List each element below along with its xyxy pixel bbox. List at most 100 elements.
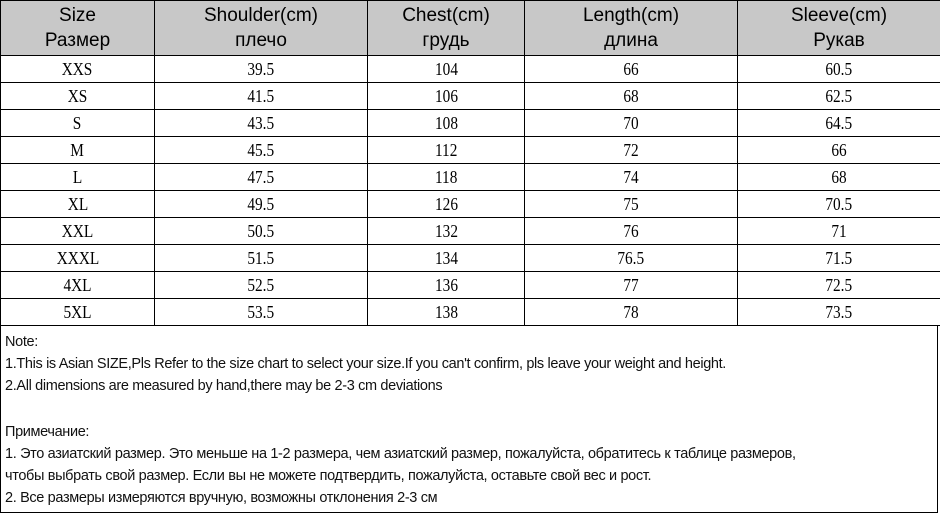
table-row: 4XL 52.5 136 77 72.5 xyxy=(0,271,940,299)
cell-value: 70.5 xyxy=(825,194,853,214)
cell-value: 136 xyxy=(434,275,458,295)
header-ru: Рукав xyxy=(813,30,865,51)
table-cell: 68 xyxy=(737,163,940,191)
cell-value: 5XL xyxy=(63,302,92,322)
table-row: S 43.5 108 70 64.5 xyxy=(0,109,940,137)
cell-value: 118 xyxy=(434,167,458,187)
table-cell: 70.5 xyxy=(737,190,940,218)
table-cell: XXXL xyxy=(0,244,155,272)
table-cell: S xyxy=(0,109,155,137)
table-row: XL 49.5 126 75 70.5 xyxy=(0,190,940,218)
table-cell: L xyxy=(0,163,155,191)
cell-value: 53.5 xyxy=(247,302,275,322)
cell-value: 76 xyxy=(623,221,639,241)
cell-value: 75 xyxy=(623,194,639,214)
column-header: Sleeve(cm) Рукав xyxy=(737,0,940,56)
cell-value: 51.5 xyxy=(247,248,275,268)
table-cell: 68 xyxy=(524,82,738,110)
cell-value: 39.5 xyxy=(247,59,275,79)
header-en: Chest(cm) xyxy=(402,5,490,26)
cell-value: 60.5 xyxy=(825,59,853,79)
cell-value: XXL xyxy=(61,221,94,241)
cell-value: 43.5 xyxy=(247,113,275,133)
header-ru: плечо xyxy=(235,30,287,51)
header-ru: длина xyxy=(604,30,658,51)
cell-value: 52.5 xyxy=(247,275,275,295)
cell-value: XXS xyxy=(62,59,93,79)
cell-value: 73.5 xyxy=(825,302,853,322)
cell-value: 112 xyxy=(434,140,458,160)
table-cell: 64.5 xyxy=(737,109,940,137)
cell-value: 132 xyxy=(434,221,458,241)
cell-value: 49.5 xyxy=(247,194,275,214)
table-cell: 104 xyxy=(367,55,525,83)
table-cell: 53.5 xyxy=(154,298,368,326)
column-header: Length(cm) длина xyxy=(524,0,738,56)
cell-value: 66 xyxy=(623,59,639,79)
cell-value: 126 xyxy=(434,194,458,214)
table-cell: 41.5 xyxy=(154,82,368,110)
cell-value: S xyxy=(73,113,82,133)
cell-value: XS xyxy=(67,86,88,106)
cell-value: 72.5 xyxy=(825,275,853,295)
table-cell: 72 xyxy=(524,136,738,164)
note-title-en: Note: xyxy=(5,334,38,350)
header-ru: Размер xyxy=(44,30,111,51)
cell-value: 45.5 xyxy=(247,140,275,160)
table-cell: 108 xyxy=(367,109,525,137)
table-cell: 43.5 xyxy=(154,109,368,137)
size-chart-table: Size Размер Shoulder(cm) плечо Chest(cm) груд… xyxy=(0,0,940,326)
table-cell: 47.5 xyxy=(154,163,368,191)
cell-value: XL xyxy=(67,194,88,214)
cell-value: 64.5 xyxy=(825,113,853,133)
note-en-2: 2.All dimensions are measured by hand,th… xyxy=(5,378,443,394)
table-row: XXXL 51.5 134 76.5 71.5 xyxy=(0,244,940,272)
table-cell: 50.5 xyxy=(154,217,368,245)
table-cell: 62.5 xyxy=(737,82,940,110)
table-cell: 71 xyxy=(737,217,940,245)
header-en: Length(cm) xyxy=(582,5,680,26)
header-ru: грудь xyxy=(422,30,470,51)
cell-value: XXXL xyxy=(56,248,99,268)
header-en: Shoulder(cm) xyxy=(203,5,319,26)
table-cell: 45.5 xyxy=(154,136,368,164)
table-cell: 5XL xyxy=(0,298,155,326)
cell-value: M xyxy=(70,140,85,160)
note-ru-1b: чтобы выбрать свой размер. Если вы не мо… xyxy=(5,468,652,484)
cell-value: 108 xyxy=(434,113,458,133)
table-row: XXS 39.5 104 66 60.5 xyxy=(0,55,940,83)
table-row: XS 41.5 106 68 62.5 xyxy=(0,82,940,110)
cell-value: 138 xyxy=(434,302,458,322)
table-row: 5XL 53.5 138 78 73.5 xyxy=(0,298,940,326)
note-ru-1a: 1. Это азиатский размер. Это меньше на 1… xyxy=(5,446,796,462)
cell-value: 77 xyxy=(623,275,639,295)
table-cell: 73.5 xyxy=(737,298,940,326)
cell-value: 78 xyxy=(623,302,639,322)
note-en-1: 1.This is Asian SIZE,Pls Refer to the si… xyxy=(5,356,726,372)
table-cell: 112 xyxy=(367,136,525,164)
header-en: Sleeve(cm) xyxy=(790,5,888,26)
table-cell: 75 xyxy=(524,190,738,218)
table-cell: 66 xyxy=(524,55,738,83)
header-en: Size xyxy=(59,5,96,26)
table-cell: 106 xyxy=(367,82,525,110)
table-cell: 76.5 xyxy=(524,244,738,272)
table-cell: XXS xyxy=(0,55,155,83)
table-cell: 39.5 xyxy=(154,55,368,83)
cell-value: 71 xyxy=(831,221,847,241)
note-title-ru: Примечание: xyxy=(5,424,90,440)
table-cell: 118 xyxy=(367,163,525,191)
table-cell: 4XL xyxy=(0,271,155,299)
table-row: L 47.5 118 74 68 xyxy=(0,163,940,191)
table-cell: 49.5 xyxy=(154,190,368,218)
cell-value: 104 xyxy=(434,59,458,79)
table-body: XXS 39.5 104 66 60.5 XS 41.5 106 68 62.5 S 43.5 108 7… xyxy=(0,55,940,326)
cell-value: 76.5 xyxy=(617,248,645,268)
table-cell: 51.5 xyxy=(154,244,368,272)
column-header: Size Размер xyxy=(0,0,155,56)
header-row: Size Размер Shoulder(cm) плечо Chest(cm) груд… xyxy=(0,0,940,56)
table-cell: 66 xyxy=(737,136,940,164)
cell-value: 68 xyxy=(831,167,847,187)
cell-value: 50.5 xyxy=(247,221,275,241)
note-ru-2: 2. Все размеры измеряются вручную, возмо… xyxy=(5,490,438,506)
